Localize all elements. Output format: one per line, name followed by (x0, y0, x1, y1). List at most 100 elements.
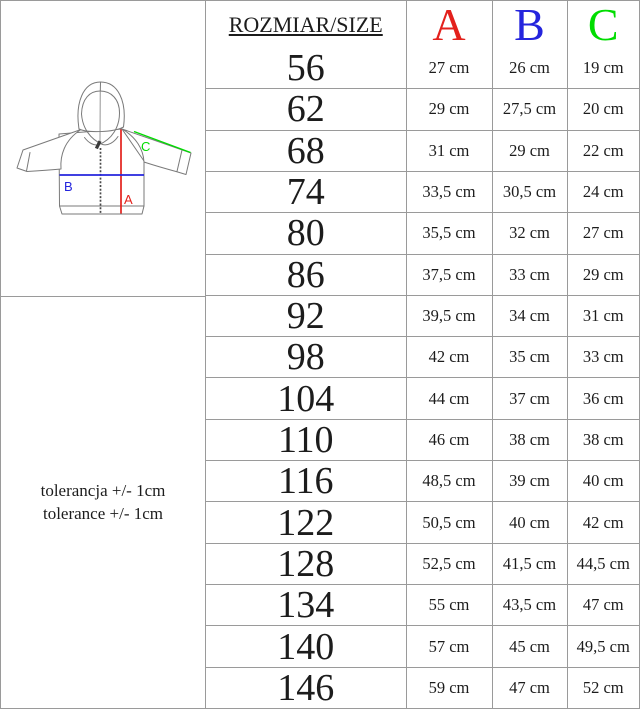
measure-b-cell: 41,5 cm (491, 542, 568, 586)
table-row: 116 48,5 cm 39 cm 40 cm (206, 460, 639, 503)
size-cell: 92 (206, 294, 407, 338)
tolerance-line-pl: tolerancja +/- 1cm (40, 480, 166, 500)
measure-b-cell: 27,5 cm (491, 88, 568, 131)
jacket-left-sleeve (16, 129, 82, 172)
size-cell: 104 (206, 377, 407, 420)
jacket-right-sleeve (121, 128, 192, 175)
table-row: 140 57 cm 45 cm 49,5 cm (206, 625, 639, 668)
table-row: 146 59 cm 47 cm 52 cm (206, 666, 639, 708)
header-col-a: A (405, 1, 493, 48)
measure-a-cell: 59 cm (405, 666, 493, 708)
size-cell: 80 (206, 212, 407, 255)
jacket-body (58, 128, 145, 215)
size-cell: 68 (206, 129, 407, 172)
measure-b-cell: 26 cm (491, 48, 568, 90)
measure-b-cell: 40 cm (491, 501, 568, 544)
size-cell: 140 (206, 625, 407, 668)
measure-a-cell: 48,5 cm (405, 460, 493, 503)
header-size: ROZMIAR/SIZE (206, 1, 407, 48)
size-table-body: 56 27 cm 26 cm 19 cm 62 29 cm 27,5 cm 20 cm 68 31… (206, 48, 639, 708)
measure-a-cell: 50,5 cm (405, 501, 493, 544)
table-row: 86 37,5 cm 33 cm 29 cm (206, 253, 639, 296)
measure-a-cell: 29 cm (405, 88, 493, 131)
measure-c-cell: 27 cm (566, 212, 639, 255)
size-cell: 134 (206, 584, 407, 627)
left-panel: A B C tolerancja +/- 1cm tolerance +/- 1… (1, 1, 206, 708)
table-row: 92 39,5 cm 34 cm 31 cm (206, 294, 639, 338)
measure-b-cell: 29 cm (491, 129, 568, 172)
size-cell: 110 (206, 418, 407, 462)
measure-b-cell: 33 cm (491, 253, 568, 296)
size-cell: 98 (206, 336, 407, 379)
size-cell: 128 (206, 542, 407, 586)
measure-b-cell: 30,5 cm (491, 170, 568, 214)
measure-c-cell: 44,5 cm (566, 542, 639, 586)
header-col-b: B (491, 1, 568, 48)
size-table: ROZMIAR/SIZE A B C 56 27 cm 26 cm 19 cm 62 29… (206, 1, 639, 708)
measure-b-cell: 35 cm (491, 336, 568, 379)
measure-a-cell: 42 cm (405, 336, 493, 379)
measure-c-cell: 31 cm (566, 294, 639, 338)
size-cell: 146 (206, 666, 407, 708)
measure-line-c (133, 130, 191, 154)
measure-a-cell: 44 cm (405, 377, 493, 420)
measure-c-cell: 49,5 cm (566, 625, 639, 668)
measure-a-cell: 31 cm (405, 129, 493, 172)
tolerance-note: tolerancja +/- 1cm tolerance +/- 1cm (1, 297, 205, 708)
measure-a-cell: 57 cm (405, 625, 493, 668)
measure-label-b: B (64, 179, 73, 194)
measure-b-cell: 38 cm (491, 418, 568, 462)
table-row: 122 50,5 cm 40 cm 42 cm (206, 501, 639, 544)
size-cell: 56 (206, 48, 407, 90)
table-row: 110 46 cm 38 cm 38 cm (206, 418, 639, 462)
measure-a-cell: 33,5 cm (405, 170, 493, 214)
measure-c-cell: 47 cm (566, 584, 639, 627)
measure-c-cell: 33 cm (566, 336, 639, 379)
measure-b-cell: 47 cm (491, 666, 568, 708)
measure-a-cell: 27 cm (405, 48, 493, 90)
measure-label-a: A (124, 192, 133, 207)
table-header-row: ROZMIAR/SIZE A B C (206, 1, 639, 48)
table-row: 80 35,5 cm 32 cm 27 cm (206, 212, 639, 255)
measure-c-cell: 22 cm (566, 129, 639, 172)
measure-b-cell: 34 cm (491, 294, 568, 338)
jacket-hood-opening-left (81, 113, 119, 146)
measure-c-cell: 38 cm (566, 418, 639, 462)
table-row: 128 52,5 cm 41,5 cm 44,5 cm (206, 542, 639, 586)
measure-b-cell: 45 cm (491, 625, 568, 668)
measure-b-cell: 43,5 cm (491, 584, 568, 627)
table-row: 98 42 cm 35 cm 33 cm (206, 336, 639, 379)
size-cell: 122 (206, 501, 407, 544)
table-row: 68 31 cm 29 cm 22 cm (206, 129, 639, 172)
table-row: 74 33,5 cm 30,5 cm 24 cm (206, 170, 639, 214)
measure-b-cell: 39 cm (491, 460, 568, 503)
jacket-diagram-cell: A B C (1, 1, 205, 297)
measure-a-cell: 55 cm (405, 584, 493, 627)
size-cell: 62 (206, 88, 407, 131)
jacket-diagram: A B C (16, 81, 192, 215)
measure-a-cell: 46 cm (405, 418, 493, 462)
measure-a-cell: 39,5 cm (405, 294, 493, 338)
measure-c-cell: 19 cm (566, 48, 639, 90)
jacket-right-cuff-seam (176, 149, 183, 172)
measure-a-cell: 37,5 cm (405, 253, 493, 296)
header-size-label: ROZMIAR/SIZE (228, 11, 383, 37)
table-row: 62 29 cm 27,5 cm 20 cm (206, 88, 639, 131)
measure-b-cell: 37 cm (491, 377, 568, 420)
jacket-hood (77, 81, 125, 133)
measure-a-cell: 35,5 cm (405, 212, 493, 255)
size-cell: 116 (206, 460, 407, 503)
measure-c-cell: 24 cm (566, 170, 639, 214)
table-row: 104 44 cm 37 cm 36 cm (206, 377, 639, 420)
size-cell: 86 (206, 253, 407, 296)
jacket-left-cuff-seam (26, 152, 31, 172)
measure-c-cell: 36 cm (566, 377, 639, 420)
measure-c-cell: 52 cm (566, 666, 639, 708)
measure-c-cell: 40 cm (566, 460, 639, 503)
measure-a-cell: 52,5 cm (405, 542, 493, 586)
tolerance-line-en: tolerance +/- 1cm (42, 503, 164, 523)
header-col-c: C (566, 1, 639, 48)
table-row: 56 27 cm 26 cm 19 cm (206, 48, 639, 90)
measure-label-c: C (141, 139, 150, 154)
